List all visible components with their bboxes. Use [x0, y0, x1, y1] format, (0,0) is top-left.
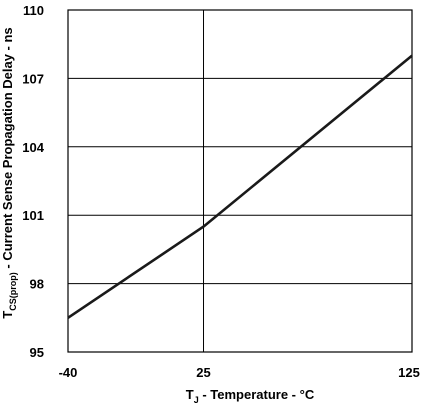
y-tick-label: 101	[22, 208, 44, 223]
y-axis-title-prefix: T	[0, 311, 15, 319]
y-tick-labels: 95 98 101 104 107 110	[22, 3, 44, 360]
x-tick-labels: -40 25 125	[59, 365, 420, 380]
y-tick-label: 95	[30, 345, 44, 360]
series-layer	[67, 54, 413, 319]
grid-lines	[67, 9, 413, 353]
y-tick-label: 98	[30, 277, 44, 292]
x-axis-title-subscript: J	[194, 395, 199, 405]
x-tick-label: -40	[59, 365, 78, 380]
x-axis-title: TJ - Temperature - °C	[186, 387, 315, 405]
y-tick-label: 110	[23, 3, 44, 18]
y-tick-label: 104	[22, 140, 44, 155]
plot-area-frame	[67, 9, 413, 353]
x-tick-label: 125	[398, 365, 420, 380]
y-tick-label: 107	[22, 71, 44, 86]
x-axis-title-suffix: - Temperature - °C	[199, 387, 315, 402]
y-axis-title-suffix: - Current Sense Propagation Delay - ns	[0, 27, 15, 272]
x-axis-title-prefix: T	[186, 387, 194, 402]
y-axis-title-subscript: CS(prop)	[8, 272, 18, 311]
y-axis-title: TCS(prop) - Current Sense Propagation De…	[0, 27, 18, 318]
x-tick-label: 25	[196, 365, 210, 380]
series-line	[67, 54, 413, 319]
